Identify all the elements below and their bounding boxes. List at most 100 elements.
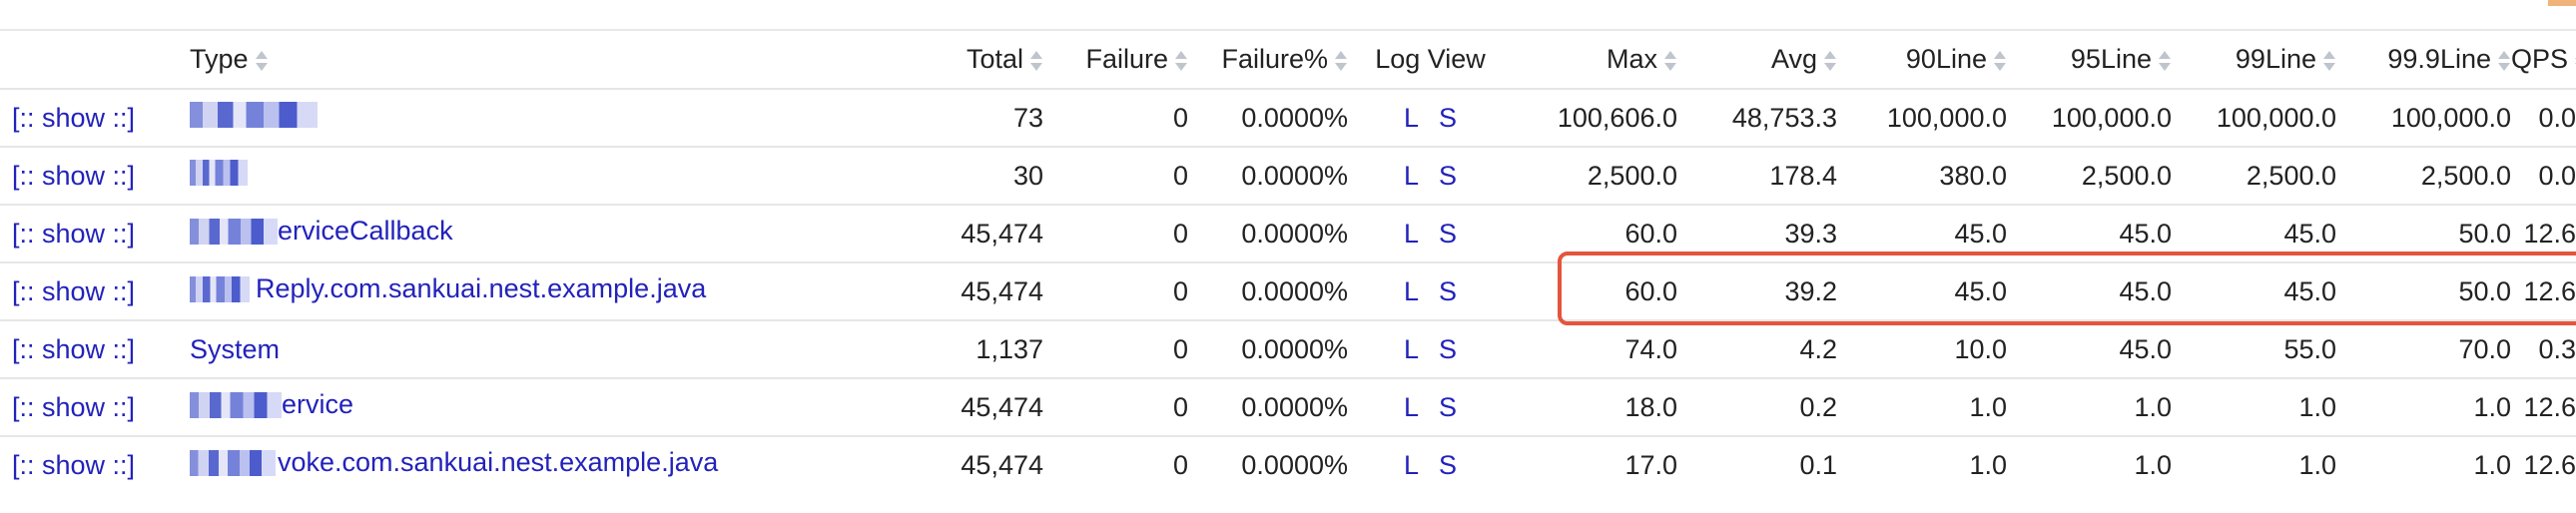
log-link-s[interactable]: S — [1439, 102, 1458, 133]
failure-pct-cell: 0.0000% — [1241, 391, 1348, 422]
avg-cell: 0.1 — [1799, 449, 1837, 480]
log-link-s[interactable]: S — [1439, 391, 1458, 422]
failure-cell: 0 — [1172, 160, 1188, 191]
line95-cell: 2,500.0 — [2081, 160, 2172, 191]
sort-icon[interactable] — [2322, 50, 2336, 72]
failure-pct-cell: 0.0000% — [1241, 102, 1348, 133]
log-link-s[interactable]: S — [1439, 449, 1458, 480]
header-avg[interactable]: Avg — [1677, 31, 1837, 89]
sort-icon[interactable] — [2497, 50, 2511, 72]
sort-icon[interactable] — [2158, 50, 2172, 72]
total-cell: 45,474 — [961, 449, 1043, 480]
sort-icon[interactable] — [1174, 50, 1188, 72]
show-link[interactable]: [:: show ::] — [12, 275, 136, 306]
header-type[interactable]: Type — [180, 31, 899, 89]
header-95line[interactable]: 95Line — [2007, 31, 2172, 89]
show-link[interactable]: [:: show ::] — [12, 449, 136, 480]
log-link-l[interactable]: L — [1403, 333, 1419, 364]
sort-icon[interactable] — [1334, 50, 1348, 72]
log-link-l[interactable]: L — [1403, 449, 1419, 480]
qps-cell: 12.6 — [2523, 275, 2576, 306]
max-cell: 100,606.0 — [1557, 102, 1677, 133]
show-link[interactable]: [:: show ::] — [12, 160, 136, 191]
redacted-mask — [190, 449, 276, 476]
failure-cell: 0 — [1172, 333, 1188, 364]
type-link[interactable] — [190, 101, 323, 128]
header-log-view: Log View — [1348, 31, 1513, 89]
line99-cell: 100,000.0 — [2216, 102, 2336, 133]
type-link[interactable]: voke.com.sankuai.nest.example.java — [190, 447, 718, 478]
type-name: erviceCallback — [278, 216, 453, 247]
type-name: Reply.com.sankuai.nest.example.java — [256, 273, 707, 304]
redacted-mask — [190, 101, 318, 128]
header-qps[interactable]: QPS — [2511, 31, 2576, 89]
avg-cell: 39.2 — [1784, 275, 1837, 306]
line99-cell: 45.0 — [2283, 275, 2336, 306]
line999-cell: 1.0 — [2473, 449, 2511, 480]
header-90line[interactable]: 90Line — [1837, 31, 2007, 89]
type-link[interactable]: Reply.com.sankuai.nest.example.java — [190, 273, 706, 304]
log-link-s[interactable]: S — [1439, 218, 1458, 249]
log-link-s[interactable]: S — [1439, 160, 1458, 191]
header-failure-pct-label: Failure% — [1221, 44, 1328, 74]
line95-cell: 45.0 — [2119, 275, 2172, 306]
line90-cell: 100,000.0 — [1886, 102, 2007, 133]
sort-icon[interactable] — [1823, 50, 1837, 72]
show-link[interactable]: [:: show ::] — [12, 218, 136, 249]
line95-cell: 45.0 — [2119, 218, 2172, 249]
line90-cell: 1.0 — [1969, 449, 2007, 480]
type-link[interactable] — [190, 159, 254, 186]
line90-cell: 1.0 — [1969, 391, 2007, 422]
redacted-mask — [190, 391, 282, 418]
sort-icon[interactable] — [1993, 50, 2007, 72]
table-row: [:: show ::] erviceCallback 45,474 0 0.0… — [0, 205, 2576, 262]
header-total[interactable]: Total — [899, 31, 1043, 89]
line999-cell: 50.0 — [2458, 275, 2511, 306]
sort-icon[interactable] — [255, 50, 269, 72]
line95-cell: 45.0 — [2119, 333, 2172, 364]
header-max[interactable]: Max — [1513, 31, 1677, 89]
type-name: System — [190, 333, 281, 364]
log-link-l[interactable]: L — [1403, 391, 1419, 422]
table-row: [:: show ::] voke.com.sankuai.nest.examp… — [0, 436, 2576, 493]
line90-cell: 10.0 — [1954, 333, 2007, 364]
qps-cell: 12.6 — [2523, 391, 2576, 422]
qps-cell: 12.6 — [2523, 218, 2576, 249]
type-link[interactable]: System — [190, 334, 280, 365]
log-link-l[interactable]: L — [1403, 218, 1419, 249]
log-link-s[interactable]: S — [1439, 275, 1458, 306]
show-link[interactable]: [:: show ::] — [12, 102, 136, 133]
header-failure-pct[interactable]: Failure% — [1188, 31, 1348, 89]
header-999line[interactable]: 99.9Line — [2336, 31, 2511, 89]
header-type-label: Type — [190, 44, 249, 74]
max-cell: 60.0 — [1624, 218, 1677, 249]
header-failure[interactable]: Failure — [1043, 31, 1188, 89]
show-link[interactable]: [:: show ::] — [12, 333, 136, 364]
type-link[interactable]: ervice — [190, 389, 353, 420]
header-90line-label: 90Line — [1905, 44, 1987, 74]
log-link-l[interactable]: L — [1403, 275, 1419, 306]
table-row: [:: show ::] Reply.com.sankuai.nest.exam… — [0, 262, 2576, 320]
line90-cell: 380.0 — [1939, 160, 2007, 191]
line95-cell: 1.0 — [2134, 449, 2172, 480]
failure-cell: 0 — [1172, 275, 1188, 306]
line99-cell: 1.0 — [2298, 391, 2336, 422]
type-link[interactable]: erviceCallback — [190, 216, 453, 247]
line999-cell: 1.0 — [2473, 391, 2511, 422]
top-right-accent — [2548, 0, 2576, 6]
total-cell: 45,474 — [961, 391, 1043, 422]
avg-cell: 39.3 — [1784, 218, 1837, 249]
header-show — [0, 31, 180, 89]
show-link[interactable]: [:: show ::] — [12, 391, 136, 422]
header-failure-label: Failure — [1085, 44, 1168, 74]
avg-cell: 48,753.3 — [1731, 102, 1837, 133]
sort-icon[interactable] — [1029, 50, 1043, 72]
sort-icon[interactable] — [1663, 50, 1677, 72]
log-link-l[interactable]: L — [1403, 160, 1419, 191]
transaction-report-table: Type Total Failure Failure% Log View Max… — [0, 31, 2576, 493]
log-link-l[interactable]: L — [1403, 102, 1419, 133]
log-link-s[interactable]: S — [1439, 333, 1458, 364]
header-99line[interactable]: 99Line — [2172, 31, 2336, 89]
line95-cell: 100,000.0 — [2051, 102, 2172, 133]
